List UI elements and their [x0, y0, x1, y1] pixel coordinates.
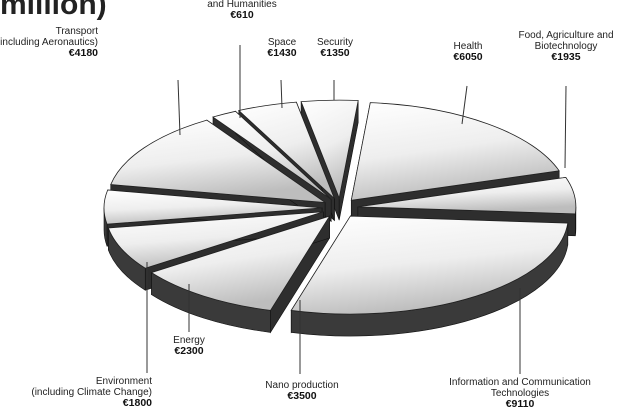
slice-label-line: Energy [173, 335, 205, 346]
leader-line-2 [564, 85, 567, 169]
pie-slice-top [150, 215, 331, 311]
pie-slice-top [290, 215, 569, 315]
slice-label-10: Security €1350 [317, 37, 353, 59]
slice-label-6: Environment (including Climate Change) €18… [31, 376, 152, 409]
pie-slice-top [357, 176, 577, 215]
slice-label-8: Socio-economic Sciencesand Humanities€61… [185, 0, 300, 21]
pie-slice-3 [290, 215, 569, 337]
slice-label-line: (including Climate Change) [31, 387, 152, 398]
slice-label-9: Space €1430 [267, 37, 296, 59]
slice-value: €2300 [174, 345, 203, 357]
slice-label-line: Health [454, 41, 483, 52]
slice-label-5: Energy €2300 [173, 335, 205, 357]
slice-value: €1935 [551, 51, 580, 63]
slice-label-1: Health €6050 [453, 41, 482, 63]
slice-label-line: Security [317, 37, 353, 48]
slice-value: €3500 [287, 390, 316, 402]
slice-value: €610 [230, 9, 254, 21]
slice-label-line: and Humanities [207, 0, 276, 10]
slice-label-2: Food, Agriculture and Biotechnology €1935 [518, 30, 613, 63]
slice-value: €4180 [69, 47, 98, 59]
slice-label-7: Transport (including Aeronautics) €4180 [0, 26, 98, 59]
pie-slice-top [237, 101, 335, 199]
pie-slice-4 [150, 215, 331, 334]
slice-label-line: Technologies [491, 388, 549, 399]
pie-slice-top [300, 99, 359, 200]
leader-line-1 [461, 85, 468, 125]
slice-label-line: Space [268, 37, 297, 48]
slice-value: €1430 [267, 47, 296, 59]
chart-heading: million) [0, 0, 107, 21]
slice-value: €1800 [123, 397, 152, 409]
slice-value: €9110 [506, 398, 535, 410]
slice-label-4: Nano production €3500 [265, 380, 338, 402]
leader-line-7 [177, 79, 181, 136]
slice-label-line: Nano production [265, 380, 338, 391]
slice-label-3: Information and Communication Technologie… [449, 377, 591, 410]
pie-slice-top [103, 189, 323, 225]
pie-slice-top [350, 102, 560, 201]
pie-slice-top [110, 119, 327, 204]
slice-label-line: Transport [56, 26, 99, 37]
slice-label-line: Biotechnology [535, 41, 598, 52]
slice-label-line: (including Aeronautics) [0, 37, 98, 48]
slice-value: €6050 [453, 51, 482, 63]
pie-slice-top [107, 211, 324, 269]
leader-line-9 [280, 79, 283, 109]
slice-value: €1350 [320, 47, 349, 59]
slice-label-line: Information and Communication [449, 377, 591, 388]
slice-label-line: Food, Agriculture and [518, 30, 613, 41]
slice-label-line: Environment [96, 376, 152, 387]
pie-slice-top [212, 110, 332, 200]
